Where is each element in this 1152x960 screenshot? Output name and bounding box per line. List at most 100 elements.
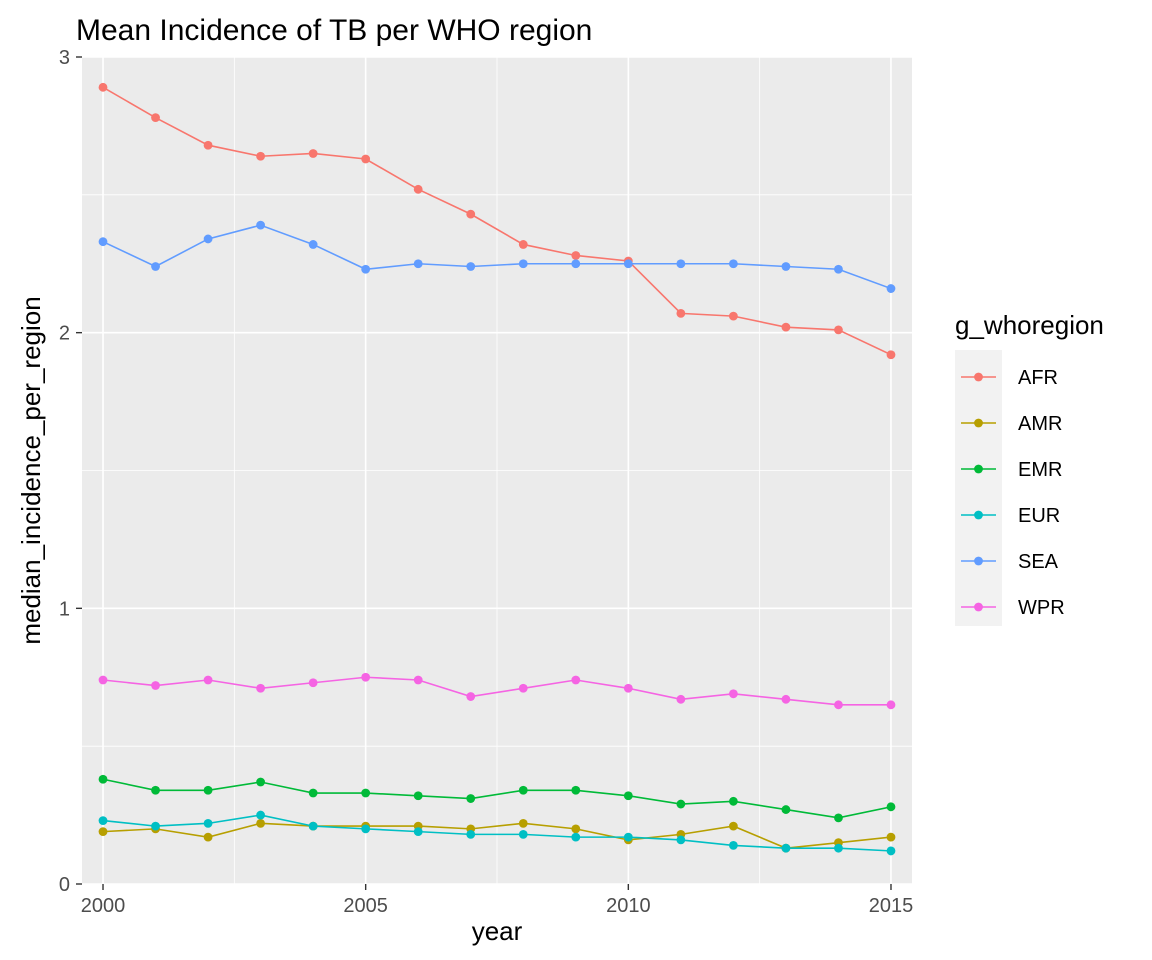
data-point-sea — [518, 259, 528, 269]
data-point-sea — [834, 264, 843, 274]
data-point-sea — [466, 262, 476, 271]
data-point-eur — [151, 821, 160, 831]
data-point-sea — [203, 234, 213, 244]
data-point-wpr — [571, 675, 581, 685]
data-point-emr — [781, 805, 791, 814]
y-axis-title: median_incidence_per_region — [16, 296, 46, 644]
data-point-afr — [98, 82, 108, 92]
data-point-sea — [151, 262, 160, 271]
data-point-afr — [728, 311, 738, 321]
data-point-emr — [361, 788, 371, 798]
data-point-emr — [256, 777, 266, 787]
data-point-afr — [571, 251, 581, 260]
data-point-emr — [203, 785, 213, 795]
data-point-amr — [518, 818, 528, 828]
data-point-emr — [886, 802, 896, 812]
series-line-emr — [102, 778, 892, 819]
legend-key-point — [974, 556, 983, 566]
data-point-emr — [518, 785, 528, 795]
series-eur — [98, 810, 896, 856]
legend-item-wpr: WPR — [961, 597, 1065, 619]
legend-item-amr: AMR — [961, 413, 1062, 435]
data-point-emr — [728, 796, 738, 806]
data-point-sea — [308, 240, 318, 249]
series-layer — [98, 82, 896, 856]
data-point-amr — [728, 821, 738, 831]
legend-title: g_whoregion — [955, 310, 1104, 340]
legend-label: EMR — [1018, 459, 1062, 481]
legend: g_whoregion AFR AMR EMR EUR SEA WPR — [955, 310, 1104, 626]
data-point-eur — [886, 846, 896, 856]
y-tick-label: 1 — [59, 598, 70, 620]
legend-item-emr: EMR — [961, 459, 1062, 481]
x-tick-label: 2015 — [869, 895, 914, 917]
series-line-afr — [102, 86, 892, 356]
data-point-afr — [413, 184, 423, 194]
data-point-emr — [413, 791, 423, 801]
data-point-wpr — [676, 694, 686, 704]
data-point-wpr — [781, 694, 791, 704]
data-point-amr — [571, 824, 581, 834]
data-point-wpr — [834, 700, 843, 710]
legend-key-point — [974, 418, 983, 428]
data-point-eur — [98, 816, 108, 825]
data-point-emr — [623, 791, 633, 801]
series-line-amr — [102, 822, 892, 849]
data-point-eur — [308, 821, 318, 831]
series-sea — [98, 220, 896, 293]
data-point-eur — [728, 841, 738, 850]
chart-title: Mean Incidence of TB per WHO region — [76, 14, 592, 47]
data-point-afr — [361, 154, 371, 164]
legend-label: AFR — [1018, 367, 1058, 389]
legend-label: EUR — [1018, 505, 1060, 527]
data-point-emr — [151, 785, 160, 795]
data-point-sea — [676, 259, 686, 269]
legend-item-sea: SEA — [961, 551, 1059, 573]
data-point-eur — [834, 843, 843, 853]
data-point-afr — [886, 350, 896, 360]
data-point-wpr — [466, 692, 476, 701]
x-tick-label: 2005 — [343, 895, 388, 917]
legend-label: SEA — [1018, 551, 1059, 573]
legend-label: AMR — [1018, 413, 1062, 435]
data-point-emr — [98, 774, 108, 784]
legend-item-eur: EUR — [961, 505, 1060, 527]
data-point-wpr — [151, 681, 160, 690]
data-point-wpr — [98, 675, 108, 685]
x-axis-title: year — [472, 916, 523, 946]
data-point-eur — [413, 827, 423, 837]
data-point-afr — [256, 151, 266, 161]
series-afr — [98, 82, 896, 360]
data-point-afr — [151, 113, 160, 123]
data-point-sea — [361, 264, 371, 274]
x-axis: 2000 2005 2010 2015 — [81, 884, 913, 917]
data-point-wpr — [203, 675, 213, 685]
x-tick-label: 2010 — [606, 895, 651, 917]
data-point-sea — [886, 284, 896, 293]
data-point-afr — [518, 240, 528, 249]
data-point-emr — [676, 799, 686, 809]
data-point-eur — [361, 824, 371, 834]
y-tick-label: 0 — [59, 874, 70, 896]
legend-key-background — [955, 350, 1002, 626]
data-point-sea — [781, 262, 791, 271]
data-point-eur — [623, 832, 633, 842]
y-tick-label: 2 — [59, 323, 70, 345]
y-tick-label: 3 — [59, 47, 70, 69]
data-point-eur — [676, 835, 686, 845]
data-point-wpr — [308, 678, 318, 688]
data-point-wpr — [256, 683, 266, 693]
legend-key-point — [974, 510, 983, 520]
data-point-sea — [623, 259, 633, 269]
data-point-amr — [886, 832, 896, 842]
data-point-afr — [466, 209, 476, 219]
series-line-wpr — [102, 676, 891, 706]
data-point-afr — [781, 322, 791, 332]
legend-key-point — [974, 464, 983, 474]
data-point-wpr — [728, 689, 738, 699]
data-point-emr — [834, 813, 843, 823]
data-point-sea — [256, 220, 266, 230]
data-point-wpr — [518, 683, 528, 693]
data-point-emr — [466, 794, 476, 803]
